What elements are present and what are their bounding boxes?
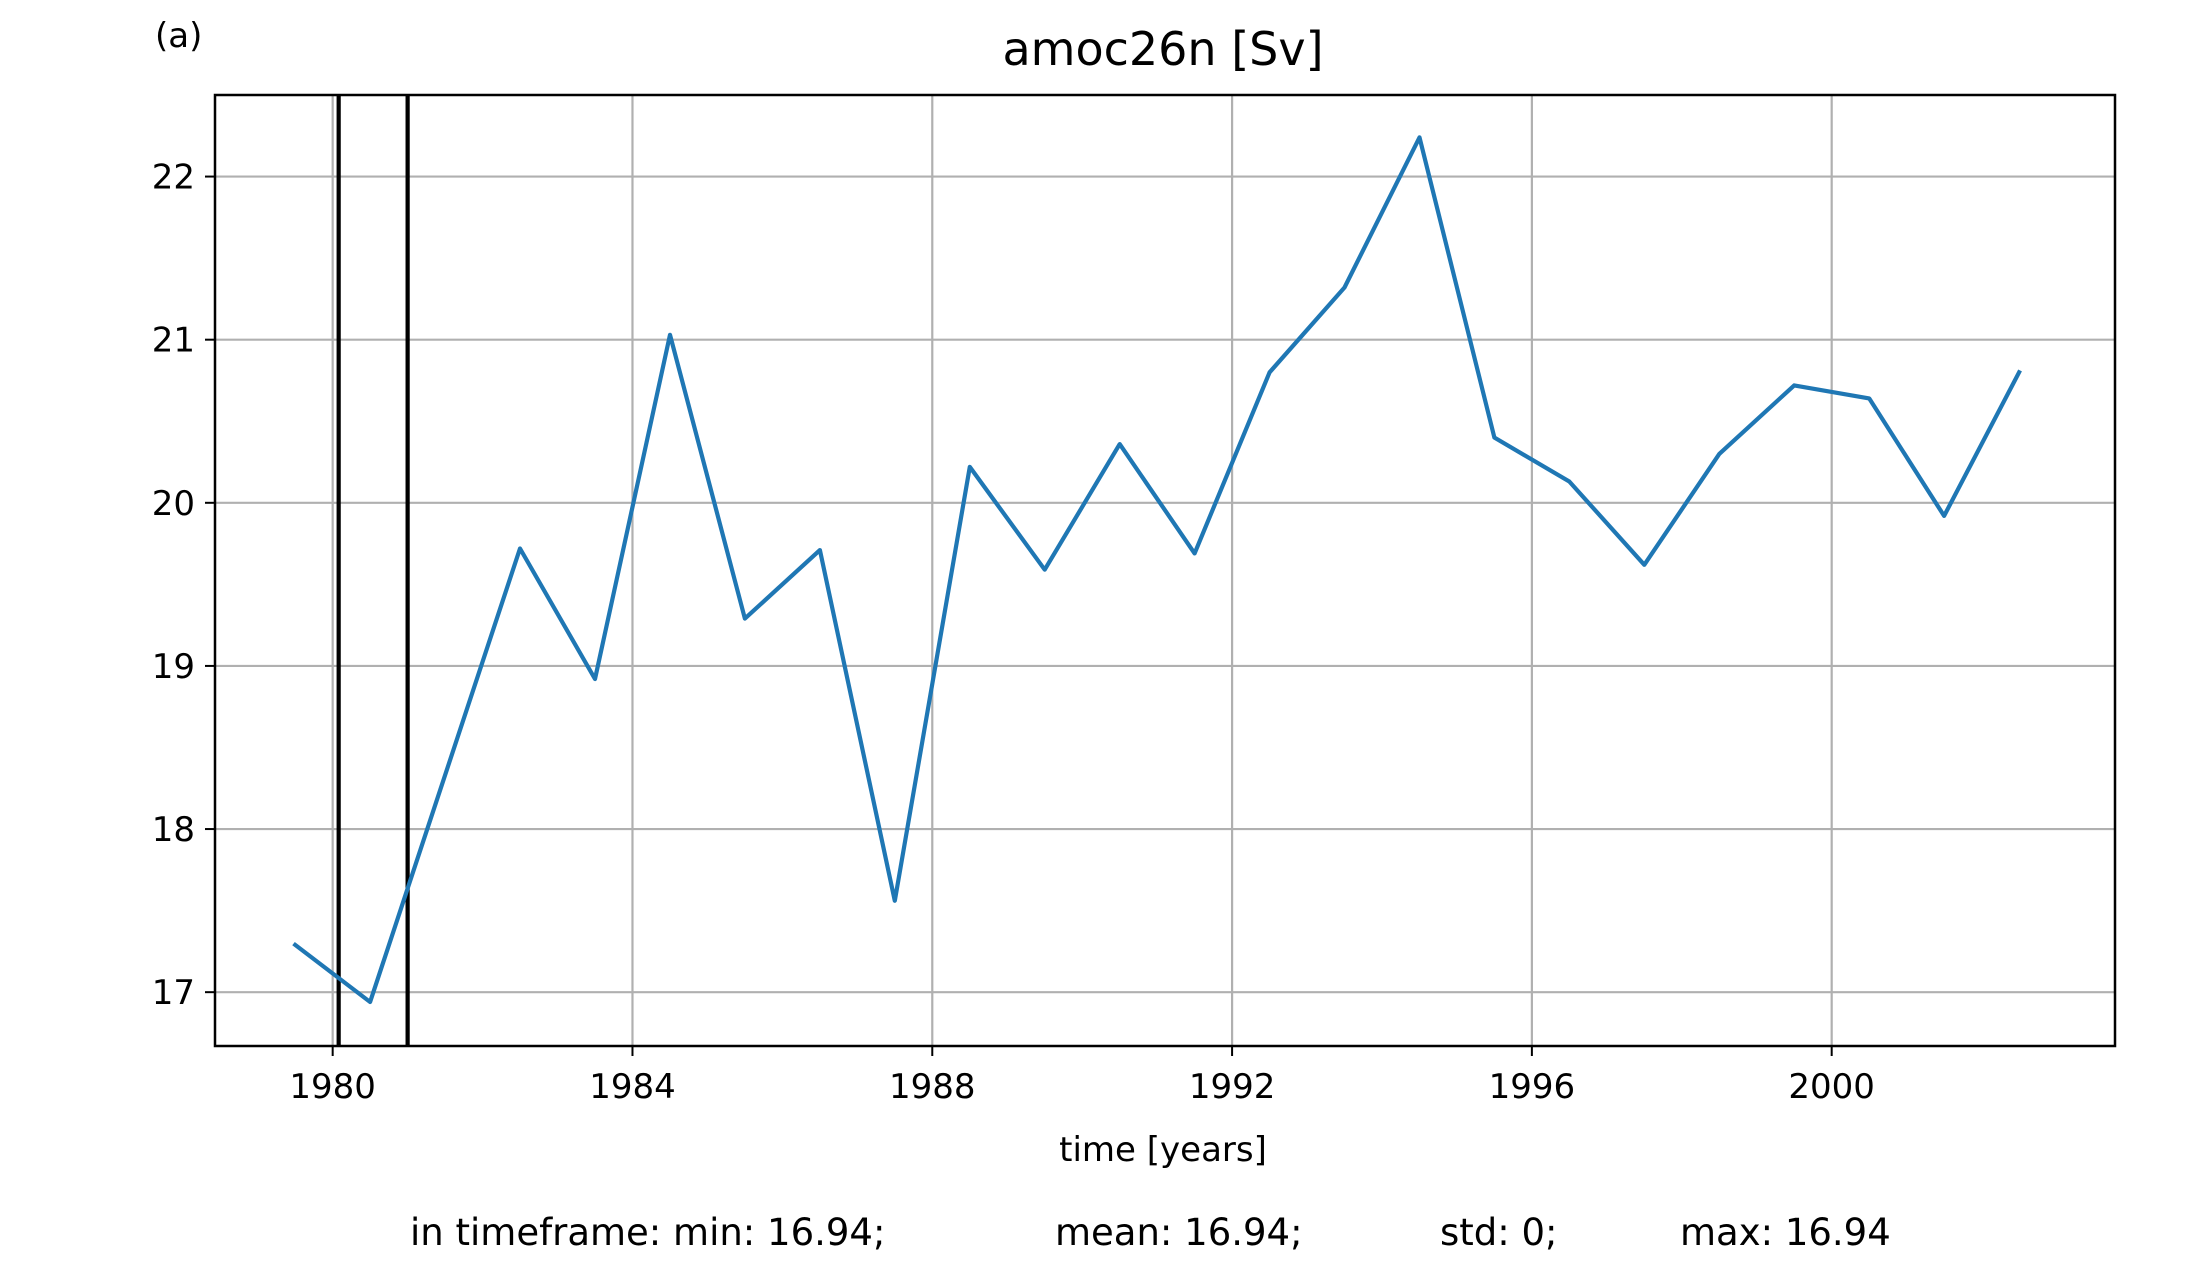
y-tick-label: 20 [152, 484, 195, 524]
y-tick-label: 17 [152, 973, 195, 1013]
plot-area [215, 95, 2115, 1046]
x-tick-label: 1996 [1489, 1067, 1576, 1107]
x-tick-label: 2000 [1788, 1067, 1875, 1107]
chart-title: amoc26n [Sv] [1002, 22, 1323, 76]
stats-line: in timeframe: min: 16.94; mean: 16.94; s… [410, 1211, 1891, 1254]
x-axis-ticks: 1980 1984 1988 1992 1996 2000 [289, 1046, 1875, 1107]
x-tick-label: 1984 [589, 1067, 676, 1107]
y-axis-ticks: 17 18 19 20 21 22 [152, 158, 215, 1013]
series-group [292, 135, 2022, 1005]
y-tick-label: 22 [152, 158, 195, 198]
x-tick-label: 1992 [1189, 1067, 1276, 1107]
stats-min: in timeframe: min: 16.94; [410, 1211, 885, 1254]
stats-mean: mean: 16.94; [1055, 1211, 1303, 1254]
plot-frame [213, 93, 2117, 1048]
y-tick-label: 18 [152, 810, 195, 850]
y-gridlines [215, 175, 2115, 994]
x-tick-label: 1980 [289, 1067, 376, 1107]
stats-std: std: 0; [1440, 1211, 1558, 1254]
x-gridlines [331, 95, 1833, 1046]
x-axis-label: time [years] [1059, 1130, 1267, 1170]
y-tick-label: 21 [152, 321, 195, 361]
y-tick-label: 19 [152, 647, 195, 687]
series-line [292, 135, 2022, 1005]
panel-label: (a) [155, 16, 202, 56]
stats-max: max: 16.94 [1680, 1211, 1891, 1254]
x-tick-label: 1988 [889, 1067, 976, 1107]
